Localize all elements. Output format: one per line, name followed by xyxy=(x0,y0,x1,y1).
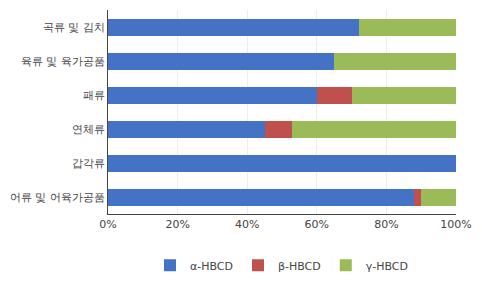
svg-text:패류: 패류 xyxy=(83,89,105,102)
svg-text:갑각류: 갑각류 xyxy=(72,157,105,170)
svg-text:0%: 0% xyxy=(99,218,116,231)
svg-text:60%: 60% xyxy=(305,218,329,231)
svg-text:β-HBCD: β-HBCD xyxy=(278,260,321,273)
svg-text:80%: 80% xyxy=(374,218,398,231)
svg-text:40%: 40% xyxy=(235,218,259,231)
svg-text:100%: 100% xyxy=(440,218,471,231)
svg-text:20%: 20% xyxy=(165,218,189,231)
svg-text:육류 및 육가공품: 육류 및 육가공품 xyxy=(21,55,105,68)
svg-text:어류 및 어육가공품: 어류 및 어육가공품 xyxy=(10,191,105,204)
svg-text:γ-HBCD: γ-HBCD xyxy=(366,260,408,273)
svg-text:곡류 및 김치: 곡류 및 김치 xyxy=(43,21,105,34)
svg-text:α-HBCD: α-HBCD xyxy=(190,260,233,273)
svg-text:연체류: 연체류 xyxy=(72,123,105,136)
